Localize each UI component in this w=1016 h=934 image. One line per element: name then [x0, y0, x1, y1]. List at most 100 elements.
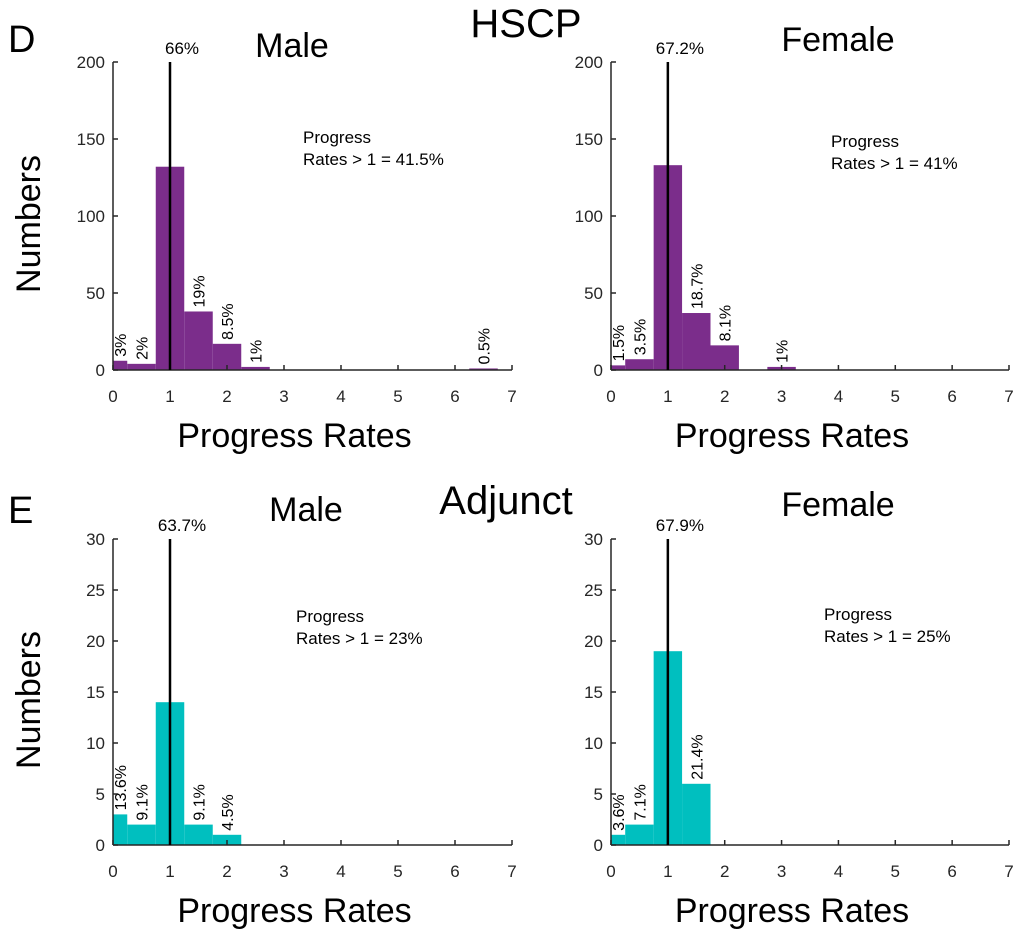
charts-layer: 3% 2%19%8.5%1% 0.5%0 1 2 3 4 5 6 705010015020066%…	[10, 21, 1014, 930]
chart-4-annotation-line-0: Progress	[824, 605, 892, 624]
chart-4-xlabel: Progress Rates	[675, 892, 909, 930]
chart-1-ylabel: Numbers	[10, 155, 48, 293]
chart-2-bar-label-4: 8.1%	[718, 305, 735, 341]
chart-3-bar-4	[212, 834, 242, 845]
chart-4-x-tick-2: 2	[720, 862, 729, 881]
chart-3-bar-label-1: 9.1%	[135, 784, 152, 820]
chart-4-y-tick-1: 5	[594, 785, 603, 804]
chart-3-annotation-line-0: Progress	[296, 607, 364, 626]
chart-1-y-tick-1: 50	[86, 284, 105, 303]
chart-3-bar-1	[127, 824, 156, 845]
chart-4-x-tick-5: 5	[891, 862, 900, 881]
chart-3-y-tick-2: 10	[86, 734, 105, 753]
chart-2-title: Female	[781, 21, 894, 59]
chart-2-bar-label-1: 3.5%	[632, 319, 649, 355]
chart-2-x-tick-7: 7	[1004, 387, 1013, 406]
chart-3-y-tick-4: 20	[86, 632, 105, 651]
chart-3-xlabel: Progress Rates	[177, 892, 411, 930]
chart-1-x-tick-7: 7	[507, 387, 516, 406]
chart-1-annotation-line-1: Rates > 1 = 41.5%	[303, 150, 444, 169]
chart-1-bar-label-3: 19%	[192, 275, 209, 307]
group-title-hscp: HSCP	[470, 2, 581, 46]
chart-1-y-tick-0: 0	[96, 361, 105, 380]
chart-2-annotation-line-0: Progress	[831, 132, 899, 151]
chart-3-bar-3	[184, 824, 213, 845]
chart-2-y-tick-2: 100	[575, 207, 603, 226]
chart-2-annotation-line-1: Rates > 1 = 41%	[831, 154, 958, 173]
group-title-adjunct: Adjunct	[439, 479, 572, 523]
chart-4-x-tick-3: 3	[777, 862, 786, 881]
chart-4-y-tick-2: 10	[584, 734, 603, 753]
chart-1-annotation-line-0: Progress	[303, 128, 371, 147]
panel-letter-e: E	[8, 490, 33, 532]
chart-1-x-tick-1: 1	[165, 387, 174, 406]
chart-2-bar-label-5: 1%	[775, 340, 792, 363]
chart-2-bar-label-0: 1.5%	[611, 325, 628, 361]
chart-3-x-tick-0: 0	[108, 862, 117, 881]
chart-2-xlabel: Progress Rates	[675, 417, 909, 455]
chart-2-y-tick-0: 0	[594, 361, 603, 380]
chart-4-annotation-line-1: Rates > 1 = 25%	[824, 627, 951, 646]
chart-4-y-tick-4: 20	[584, 632, 603, 651]
chart-2-x-tick-4: 4	[834, 387, 843, 406]
chart-1-x-tick-2: 2	[222, 387, 231, 406]
chart-2-x-tick-0: 0	[606, 387, 615, 406]
chart-1-bar-3	[184, 311, 213, 370]
chart-1-y-tick-4: 200	[77, 53, 105, 72]
chart-3-x-tick-2: 2	[222, 862, 231, 881]
chart-1-title: Male	[255, 27, 329, 65]
chart-2-x-tick-2: 2	[720, 387, 729, 406]
chart-2-y-tick-4: 200	[575, 53, 603, 72]
chart-1-bar-0	[113, 360, 128, 370]
chart-3-x-tick-3: 3	[279, 862, 288, 881]
chart-1-bar-label-5: 1%	[249, 340, 266, 363]
chart-3-y-tick-1: 5	[96, 785, 105, 804]
chart-4-x-tick-7: 7	[1004, 862, 1013, 881]
chart-2-bar-label-3: 18.7%	[689, 264, 706, 309]
chart-1-bar-5	[241, 366, 270, 370]
chart-3-y-tick-6: 30	[86, 530, 105, 549]
chart-4-y-tick-3: 15	[584, 683, 603, 702]
panel-letter-d: D	[8, 19, 35, 61]
chart-1-x-tick-5: 5	[393, 387, 402, 406]
chart-4-x-tick-0: 0	[606, 862, 615, 881]
chart-4-y-tick-5: 25	[584, 581, 603, 600]
chart-1-xlabel: Progress Rates	[177, 417, 411, 455]
chart-4-bar-3	[682, 783, 711, 845]
chart-1-bar-label-0: 3%	[113, 334, 130, 357]
chart-1-x-tick-6: 6	[450, 387, 459, 406]
chart-4-y-tick-6: 30	[584, 530, 603, 549]
chart-2-bar-3	[682, 313, 711, 370]
chart-3-y-tick-5: 25	[86, 581, 105, 600]
chart-3-ref-label: 63.7%	[158, 516, 206, 535]
chart-3-title: Male	[269, 491, 343, 529]
chart-1-x-tick-4: 4	[336, 387, 345, 406]
chart-1-x-tick-3: 3	[279, 387, 288, 406]
chart-2-y-tick-3: 150	[575, 130, 603, 149]
chart-1-ref-label: 66%	[165, 39, 199, 58]
chart-1-bar-6	[469, 368, 498, 370]
chart-4-bar-label-1: 7.1%	[632, 784, 649, 820]
chart-4-bar-1	[625, 824, 654, 845]
chart-1-bar-label-6: 0.5%	[477, 328, 494, 364]
chart-3-bar-0	[113, 814, 128, 845]
chart-2-x-tick-3: 3	[777, 387, 786, 406]
chart-3-bar-label-3: 9.1%	[192, 784, 209, 820]
chart-4-y-tick-0: 0	[594, 836, 603, 855]
chart-2-bar-0	[611, 365, 626, 370]
chart-3-bar-label-4: 4.5%	[220, 794, 237, 830]
chart-3-x-tick-5: 5	[393, 862, 402, 881]
chart-1-bar-label-4: 8.5%	[220, 303, 237, 339]
chart-3-x-tick-6: 6	[450, 862, 459, 881]
chart-1-bar-label-1: 2%	[135, 337, 152, 360]
chart-3-y-tick-0: 0	[96, 836, 105, 855]
chart-4-x-tick-6: 6	[947, 862, 956, 881]
chart-3-x-tick-7: 7	[507, 862, 516, 881]
chart-2-ref-label: 67.2%	[656, 39, 704, 58]
chart-2-x-tick-1: 1	[663, 387, 672, 406]
chart-1-bar-1	[127, 363, 156, 370]
chart-3-y-tick-3: 15	[86, 683, 105, 702]
chart-4-title: Female	[781, 486, 894, 524]
chart-1-x-tick-0: 0	[108, 387, 117, 406]
